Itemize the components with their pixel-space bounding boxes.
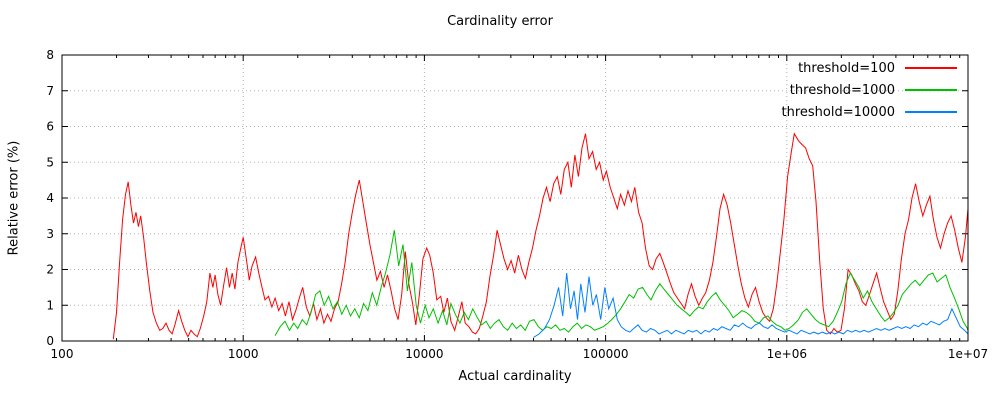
svg-text:3: 3 bbox=[46, 227, 54, 241]
legend-entry-threshold-100: threshold=100 bbox=[782, 57, 957, 79]
svg-text:6: 6 bbox=[46, 120, 54, 134]
legend-label: threshold=100 bbox=[798, 60, 895, 76]
legend-line-sample bbox=[905, 89, 957, 91]
legend-entry-threshold-10000: threshold=10000 bbox=[782, 101, 957, 123]
svg-text:5: 5 bbox=[46, 155, 54, 169]
svg-text:2: 2 bbox=[46, 263, 54, 277]
svg-text:4: 4 bbox=[46, 191, 54, 205]
svg-text:10000: 10000 bbox=[405, 347, 443, 361]
legend-entry-threshold-1000: threshold=1000 bbox=[782, 79, 957, 101]
legend-line-sample bbox=[905, 111, 957, 113]
svg-text:100000: 100000 bbox=[583, 347, 629, 361]
legend-label: threshold=1000 bbox=[789, 82, 895, 98]
x-axis-label: Actual cardinality bbox=[458, 369, 572, 384]
svg-text:100: 100 bbox=[51, 347, 74, 361]
legend: threshold=100 threshold=1000 threshold=1… bbox=[782, 57, 957, 123]
svg-text:1e+07: 1e+07 bbox=[948, 347, 988, 361]
svg-text:8: 8 bbox=[46, 48, 54, 62]
legend-label: threshold=10000 bbox=[781, 104, 895, 120]
svg-text:0: 0 bbox=[46, 334, 54, 348]
svg-text:1e+06: 1e+06 bbox=[767, 347, 807, 361]
y-axis-label: Relative error (%) bbox=[6, 140, 22, 256]
svg-text:1: 1 bbox=[46, 298, 54, 312]
legend-line-sample bbox=[905, 67, 957, 69]
svg-text:7: 7 bbox=[46, 84, 54, 98]
chart-title: Cardinality error bbox=[447, 14, 553, 29]
svg-text:1000: 1000 bbox=[228, 347, 259, 361]
